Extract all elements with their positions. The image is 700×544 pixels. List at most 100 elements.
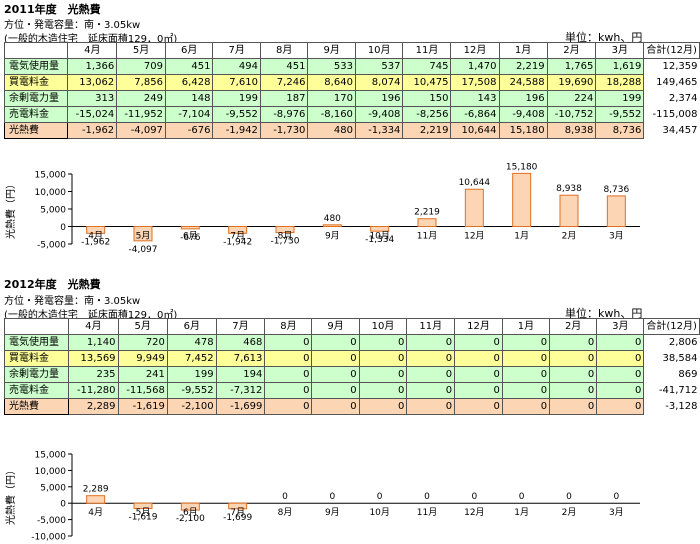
x-tick-label: 9月: [325, 507, 340, 518]
table-cell: 709: [116, 58, 166, 75]
data-label: -676: [180, 233, 201, 243]
table-cell: 0: [549, 350, 598, 367]
table-cell: 0: [358, 366, 408, 383]
row-total: 149,465: [643, 74, 700, 91]
table-cell: -11,280: [68, 382, 119, 399]
table-cell: 0: [501, 382, 551, 399]
table-cell: -9,408: [354, 106, 404, 123]
month-header: 7月: [212, 42, 261, 59]
table-cell: 1,140: [68, 334, 119, 351]
table-cell: 0: [549, 334, 598, 351]
table-cell: 194: [215, 366, 266, 383]
table-row: 売電料金 -11,280 -11,568 -9,552 -7,312 0 0 0 0 0 0 0 0 -4…: [3, 382, 700, 399]
month-header: 10月: [358, 318, 408, 335]
y-tick-label: 15,000: [35, 451, 67, 461]
table-cell: 1,470: [450, 58, 500, 75]
row-label: 電気使用量: [3, 334, 70, 351]
data-label: -1,619: [128, 513, 157, 523]
row-total: -41,712: [643, 382, 700, 399]
table-cell: -6,864: [450, 106, 500, 123]
x-tick-label: 1月: [514, 231, 529, 242]
row-total: 34,457: [643, 122, 700, 139]
table-cell: 468: [215, 334, 266, 351]
table-cell: -7,312: [215, 382, 266, 399]
table-cell: 0: [454, 366, 503, 383]
x-tick-label: 11月: [417, 507, 437, 518]
bar: [512, 172, 532, 228]
table-cell: 199: [595, 90, 645, 107]
table-cell: 0: [264, 350, 313, 367]
data-label: 0: [424, 492, 430, 502]
data-label: 2,219: [414, 208, 440, 218]
table-row: 売電料金 -15,024 -11,952 -7,104 -9,552 -8,976 -8,1…: [3, 106, 700, 123]
table-cell: 0: [264, 382, 313, 399]
table-cell: 187: [259, 90, 309, 107]
table-cell: 537: [354, 58, 404, 75]
table-cell: 0: [406, 350, 456, 367]
table-row: 電気使用量 1,140 720 478 468 0 0 0 0 0 0 0 0 2,806: [3, 334, 700, 351]
table-cell: 10,644: [450, 122, 500, 139]
table-cell: 745: [402, 58, 452, 75]
bar: [606, 195, 626, 227]
x-tick-label: 1月: [514, 507, 529, 518]
month-header: 12月: [450, 42, 500, 59]
table-cell: 0: [596, 366, 645, 383]
month-header: 11月: [402, 42, 452, 59]
data-label: 0: [613, 492, 619, 502]
table-cell: 148: [164, 90, 214, 107]
bar: [559, 194, 579, 227]
table-cell: -1,699: [215, 398, 266, 415]
table-cell: -4,097: [116, 122, 166, 139]
table-cell: 0: [311, 366, 360, 383]
x-tick-label: 6月: [183, 231, 198, 242]
data-label: 10,644: [459, 178, 491, 188]
table-cell: 0: [406, 334, 456, 351]
data-label: 2,289: [83, 485, 109, 495]
month-header: 3月: [596, 318, 645, 335]
unit-label: 単位：kwh、円: [565, 307, 643, 320]
table-cell: 8,640: [307, 74, 356, 91]
table-cell: 17,508: [450, 74, 500, 91]
data-label: 0: [519, 492, 525, 502]
table-row: 光熱費 2,289 -1,619 -2,100 -1,699 0 0 0 0 0 0 0 0 -3,128: [3, 398, 700, 415]
month-header: 4月: [68, 318, 119, 335]
table-cell: 8,074: [354, 74, 404, 91]
month-header: 4月: [67, 42, 118, 59]
x-tick-label: 3月: [609, 507, 624, 518]
house-spec: (一般的木造住宅 延床面積129．0㎡): [4, 34, 178, 45]
table-cell: -676: [164, 122, 214, 139]
data-label: 8,736: [603, 185, 629, 195]
x-tick-label: 7月: [230, 231, 245, 242]
bar: [86, 226, 106, 234]
table-row: 余剰電力量 313 249 148 199 187 170 196 150 143 196 224 19…: [3, 90, 700, 107]
data-label: 480: [324, 214, 341, 224]
table-cell: 196: [354, 90, 404, 107]
y-tick-label: -10,000: [31, 533, 66, 543]
table-row: 光熱費 -1,962 -4,097 -676 -1,942 -1,730 480 -1,334…: [3, 122, 700, 139]
table-row: 買電料金 13,062 7,856 6,428 7,610 7,246 8,640 8,074…: [3, 74, 700, 91]
cost-table: 4月 5月 6月 7月 8月 9月 10月 11月 12月 1月 2月 3月 合計(12月) 電気使用量 1…: [3, 42, 700, 139]
table-cell: 196: [498, 90, 548, 107]
x-tick-label: 3月: [609, 231, 624, 242]
x-tick-label: 8月: [278, 507, 293, 518]
y-tick-label: 10,000: [35, 467, 67, 477]
x-tick-label: 11月: [417, 231, 437, 242]
table-cell: 0: [454, 382, 503, 399]
month-header: 1月: [498, 42, 548, 59]
table-cell: 2,289: [68, 398, 119, 415]
month-header: 1月: [501, 318, 551, 335]
month-header: 2月: [546, 42, 597, 59]
table-cell: 0: [311, 334, 360, 351]
month-header: 5月: [116, 42, 166, 59]
table-cell: -1,619: [117, 398, 168, 415]
row-total: 2,374: [643, 90, 700, 107]
y-tick-label: -5,000: [37, 241, 66, 251]
table-cell: 720: [117, 334, 168, 351]
table-cell: -9,552: [212, 106, 261, 123]
table-cell: 0: [358, 398, 408, 415]
table-cell: -7,104: [164, 106, 214, 123]
table-cell: 0: [501, 334, 551, 351]
table-cell: 0: [596, 398, 645, 415]
table-cell: -1,730: [259, 122, 309, 139]
